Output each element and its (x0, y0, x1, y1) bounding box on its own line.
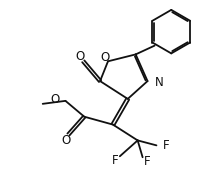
Text: F: F (144, 155, 151, 168)
Text: F: F (111, 154, 118, 167)
Text: O: O (76, 50, 85, 63)
Text: O: O (100, 51, 110, 64)
Text: F: F (163, 139, 170, 152)
Text: O: O (62, 134, 71, 147)
Text: N: N (155, 76, 163, 89)
Text: O: O (50, 93, 59, 106)
